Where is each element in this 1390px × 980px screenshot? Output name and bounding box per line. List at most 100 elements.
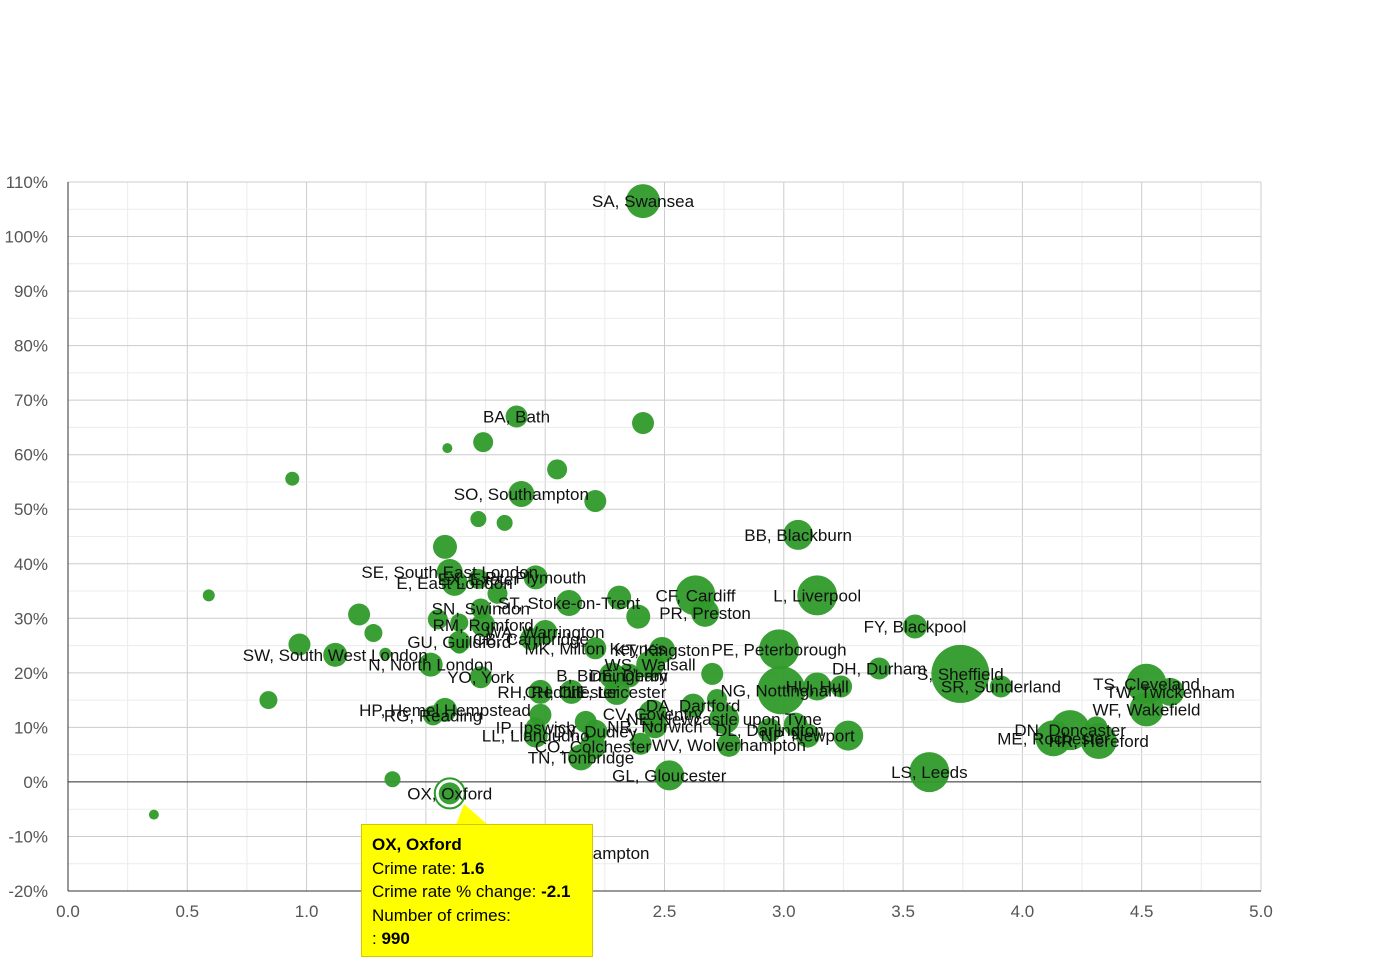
- data-point-label: ST, Stoke-on-Trent: [498, 594, 640, 613]
- data-point: [496, 514, 513, 531]
- data-point-label: CH, Chester: [525, 683, 619, 702]
- data-point: [830, 675, 853, 698]
- data-point-label: BA, Bath: [483, 408, 550, 427]
- data-point: [803, 672, 832, 701]
- data-point-label: IP, Ipswich: [496, 718, 576, 737]
- data-point-label: CV, Coventry: [603, 705, 703, 724]
- data-point: [757, 718, 782, 743]
- data-point-label: CO, Colchester: [535, 737, 652, 756]
- data-point: [288, 633, 311, 656]
- data-point-label: LL, Llandudno: [482, 727, 590, 746]
- data-point: [701, 662, 724, 685]
- data-point-label: KT, Kingston: [614, 641, 709, 660]
- data-point: [469, 666, 492, 689]
- data-point-label: SA, Swansea: [592, 192, 695, 211]
- data-point: [642, 714, 667, 739]
- data-point-label: PR, Preston: [659, 604, 751, 623]
- data-point: [451, 637, 468, 654]
- data-point-label: SR, Sunderland: [941, 677, 1061, 696]
- data-point-label: NG, Nottingham: [720, 681, 842, 700]
- data-point: [202, 589, 215, 602]
- data-point-highlighted: [438, 782, 461, 805]
- y-tick-label: 40%: [14, 555, 48, 574]
- data-point: [681, 693, 706, 718]
- data-point: [909, 752, 950, 793]
- data-point-label: RM, Romford: [433, 616, 534, 635]
- data-point-label: TS, Cleveland: [1093, 675, 1200, 694]
- data-point: [1156, 677, 1185, 706]
- data-point: [584, 490, 607, 513]
- data-point-label: OX, Oxford: [407, 784, 492, 803]
- data-point: [757, 666, 806, 715]
- tooltip-title: OX, Oxford: [372, 835, 462, 854]
- data-point: [797, 575, 838, 616]
- data-point: [441, 569, 468, 596]
- data-point: [470, 511, 487, 528]
- data-point: [709, 704, 740, 735]
- x-tick-label: 2.5: [653, 902, 677, 921]
- data-point: [442, 443, 453, 454]
- data-point-label: PL, Plymouth: [485, 568, 586, 587]
- data-point: [632, 412, 655, 435]
- data-point: [384, 771, 401, 788]
- data-point: [505, 405, 528, 428]
- x-tick-label: 4.5: [1130, 902, 1154, 921]
- data-point-label: HP, Hemel Hempstead: [359, 701, 531, 720]
- data-point-label: SE, South East London: [361, 563, 538, 582]
- data-point-label: SO, Southampton: [454, 485, 589, 504]
- data-point: [795, 723, 820, 748]
- data-point-label: DY, Dudley: [553, 723, 637, 742]
- data-point-label: TW, Twickenham: [1106, 683, 1235, 702]
- data-point: [523, 723, 548, 748]
- data-point: [868, 657, 891, 680]
- data-point-label: BB, Blackburn: [744, 526, 852, 545]
- tooltip-count-value: 990: [381, 929, 410, 948]
- data-point: [989, 675, 1012, 698]
- data-point: [931, 644, 990, 703]
- data-point: [432, 534, 457, 559]
- data-point: [450, 613, 469, 632]
- y-tick-label: 100%: [5, 228, 48, 247]
- data-point-label: SN, Swindon: [432, 599, 530, 618]
- data-point-label: ME, Rochester: [997, 729, 1110, 748]
- x-tick-label: 3.5: [891, 902, 915, 921]
- x-tick-label: 1.0: [295, 902, 319, 921]
- data-points: [148, 184, 1185, 820]
- data-point-label: GL, Gloucester: [612, 766, 727, 785]
- x-tick-label: 0.0: [56, 902, 80, 921]
- data-point: [519, 628, 542, 651]
- data-point-label: FY, Blackpool: [864, 617, 967, 636]
- data-point-label: CB, Cambridge: [473, 630, 589, 649]
- data-point: [285, 471, 300, 486]
- data-point: [706, 689, 727, 710]
- data-point-label: PE, Peterborough: [711, 640, 846, 659]
- tooltip-count-prefix: :: [372, 929, 382, 948]
- data-point: [427, 609, 448, 630]
- data-point-label: HR, Hereford: [1049, 732, 1149, 751]
- x-tick-label: 4.0: [1011, 902, 1035, 921]
- data-point: [468, 569, 489, 590]
- data-point-label: GU, Guildford: [407, 633, 511, 652]
- y-tick-label: 20%: [14, 664, 48, 683]
- data-point-label: WA, Warrington: [486, 623, 605, 642]
- data-point: [567, 744, 594, 771]
- tooltip-arrow: [456, 804, 488, 825]
- axis-ticks: 0.00.51.01.52.02.53.03.54.04.55.0-20%-10…: [5, 173, 1273, 921]
- data-point-label: N, North London: [368, 656, 493, 675]
- data-point: [584, 637, 607, 660]
- data-point-label: EX, Exeter: [438, 570, 520, 589]
- data-point-label: L, Liverpool: [773, 586, 861, 605]
- data-point: [547, 459, 568, 480]
- data-point: [833, 720, 864, 751]
- data-point: [364, 624, 383, 643]
- data-point: [636, 650, 665, 679]
- y-tick-label: 10%: [14, 718, 48, 737]
- data-point: [1129, 692, 1164, 727]
- data-point: [473, 432, 494, 453]
- data-point: [626, 184, 661, 219]
- tooltip-rate-value: 1.6: [460, 858, 485, 878]
- data-point: [654, 760, 685, 791]
- y-tick-label: 110%: [6, 173, 48, 192]
- data-point: [348, 603, 371, 626]
- data-point: [559, 679, 584, 704]
